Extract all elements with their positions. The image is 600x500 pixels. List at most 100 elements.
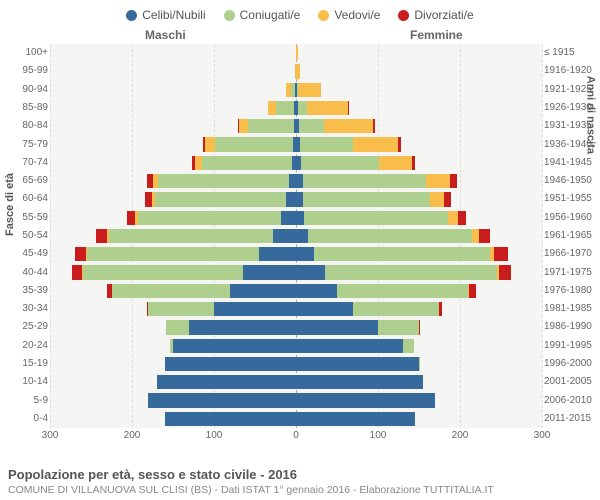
bar-segment <box>412 156 415 170</box>
birth-label: 1946-1950 <box>544 176 600 186</box>
legend: Celibi/NubiliConiugati/eVedovi/eDivorzia… <box>0 0 600 26</box>
bar-segment <box>296 64 300 78</box>
bar-segment <box>439 302 441 316</box>
pyramid-row <box>50 339 542 353</box>
female-bar <box>296 101 542 115</box>
age-label: 10-14 <box>0 377 48 387</box>
bar-segment <box>353 137 398 151</box>
bar-segment <box>296 412 415 426</box>
birth-label: 1976-1980 <box>544 286 600 296</box>
x-tick-label: 300 <box>534 430 551 441</box>
pyramid-row <box>50 64 542 78</box>
male-bar <box>50 46 296 60</box>
x-tick-label: 0 <box>293 430 299 441</box>
male-bar <box>50 284 296 298</box>
legend-item: Vedovi/e <box>318 8 380 22</box>
birth-label: 1986-1990 <box>544 322 600 332</box>
male-bar <box>50 211 296 225</box>
birth-label: 1936-1940 <box>544 140 600 150</box>
bar-segment <box>230 284 296 298</box>
bar-segment <box>300 137 353 151</box>
age-label: 70-74 <box>0 158 48 168</box>
female-bar <box>296 284 542 298</box>
legend-swatch <box>318 10 329 21</box>
age-label: 20-24 <box>0 341 48 351</box>
bar-segment <box>403 339 414 353</box>
bar-segment <box>127 211 135 225</box>
pyramid-row <box>50 137 542 151</box>
bar-segment <box>157 375 296 389</box>
bar-segment <box>173 339 296 353</box>
male-bar <box>50 119 296 133</box>
bar-segment <box>479 229 490 243</box>
female-bar <box>296 137 542 151</box>
birth-label: 1951-1955 <box>544 194 600 204</box>
female-bar <box>296 393 542 407</box>
bar-segment <box>158 174 289 188</box>
pyramid-row <box>50 211 542 225</box>
pyramid-row <box>50 265 542 279</box>
age-label: 5-9 <box>0 396 48 406</box>
bar-segment <box>96 229 107 243</box>
bar-segment <box>239 119 249 133</box>
male-bar <box>50 357 296 371</box>
pyramid-row <box>50 284 542 298</box>
bar-segment <box>314 247 490 261</box>
male-bar <box>50 229 296 243</box>
x-axis: 0100100200200300300 <box>50 430 542 444</box>
pyramid-row <box>50 119 542 133</box>
bar-segment <box>308 229 472 243</box>
pyramid-row <box>50 174 542 188</box>
female-bar <box>296 119 542 133</box>
birth-label: 1916-1920 <box>544 66 600 76</box>
bar-segment <box>296 229 308 243</box>
birth-label: 2001-2005 <box>544 377 600 387</box>
female-bar <box>296 339 542 353</box>
bar-segment <box>87 247 259 261</box>
birth-label: 1961-1965 <box>544 231 600 241</box>
male-bar <box>50 101 296 115</box>
pyramid-row <box>50 375 542 389</box>
bar-segment <box>205 137 215 151</box>
female-bar <box>296 46 542 60</box>
pyramid-row <box>50 229 542 243</box>
x-tick-label: 100 <box>370 430 387 441</box>
bar-segment <box>296 393 435 407</box>
bar-segment <box>202 156 292 170</box>
bar-segment <box>325 265 497 279</box>
male-bar <box>50 137 296 151</box>
pyramid-row <box>50 156 542 170</box>
bar-segment <box>298 101 306 115</box>
bar-segment <box>296 265 325 279</box>
female-bar <box>296 229 542 243</box>
age-label: 40-44 <box>0 268 48 278</box>
age-label: 85-89 <box>0 103 48 113</box>
female-bar <box>296 412 542 426</box>
bar-segment <box>214 302 296 316</box>
pyramid-row <box>50 83 542 97</box>
bar-segment <box>303 174 426 188</box>
bar-segment <box>276 101 294 115</box>
bar-segment <box>148 393 296 407</box>
male-bar <box>50 64 296 78</box>
bar-segment <box>337 284 468 298</box>
age-label: 60-64 <box>0 194 48 204</box>
female-bar <box>296 83 542 97</box>
birth-label: 1996-2000 <box>544 359 600 369</box>
female-bar <box>296 265 542 279</box>
bar-segment <box>165 412 296 426</box>
female-bar <box>296 156 542 170</box>
age-label: 45-49 <box>0 249 48 259</box>
bar-segment <box>469 284 476 298</box>
x-tick-label: 100 <box>206 430 223 441</box>
male-bar <box>50 412 296 426</box>
bar-segment <box>296 247 314 261</box>
legend-label: Divorziati/e <box>414 8 473 22</box>
bar-segment <box>398 137 400 151</box>
male-bar <box>50 83 296 97</box>
male-bar <box>50 375 296 389</box>
y-axis-left: 100+95-9990-9485-8980-8475-7970-7465-696… <box>0 44 48 428</box>
bar-segment <box>148 302 214 316</box>
x-tick-label: 200 <box>452 430 469 441</box>
birth-label: 1921-1925 <box>544 85 600 95</box>
